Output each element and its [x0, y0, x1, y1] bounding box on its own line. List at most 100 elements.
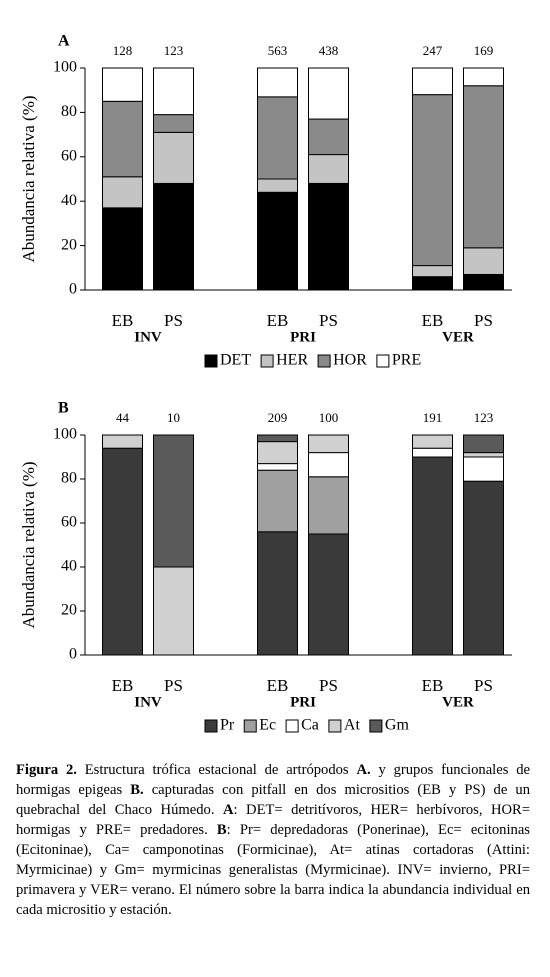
group-label: PRI — [290, 329, 316, 345]
bar-segment — [463, 247, 504, 275]
bar-segment — [463, 434, 504, 454]
x-tick-label: PS — [474, 676, 493, 695]
bar-segment — [153, 67, 194, 116]
bar-label: 123 — [474, 410, 494, 425]
bar-segment — [412, 67, 453, 96]
bar-segment — [463, 452, 504, 458]
x-tick-label: PS — [164, 676, 183, 695]
bar-label: 563 — [268, 43, 288, 58]
group-label: PRI — [290, 694, 316, 710]
bar-segment — [463, 67, 504, 87]
caption-text: capturadas con pitfall en dos micrositio… — [16, 782, 530, 818]
legend-label: Pr — [220, 717, 235, 734]
bar-segment — [463, 273, 504, 291]
legend-label: Gm — [385, 717, 410, 734]
bar-segment — [257, 463, 298, 471]
y-tick-label: 80 — [61, 103, 77, 120]
bar-segment — [308, 452, 349, 478]
legend-swatch — [285, 719, 299, 733]
bar-segment — [308, 476, 349, 535]
legend-label: PRE — [392, 352, 421, 369]
legend-label: At — [344, 717, 361, 734]
bar-segment — [153, 182, 194, 291]
caption-text: A. — [356, 762, 371, 778]
y-tick-label: 20 — [61, 236, 77, 253]
bar-segment — [257, 178, 298, 193]
y-axis-label: Abundancia relativa (%) — [19, 95, 38, 262]
x-tick-label: EB — [267, 676, 289, 695]
bar-segment — [463, 85, 504, 249]
bar-segment — [412, 276, 453, 291]
bar-segment — [153, 114, 194, 133]
y-tick-label: 20 — [61, 602, 77, 619]
group-label: VER — [442, 694, 474, 710]
bar-segment — [463, 456, 504, 482]
bar-segment — [412, 447, 453, 458]
x-tick-label: PS — [319, 311, 338, 330]
bar-segment — [153, 566, 194, 656]
legend-swatch — [369, 719, 383, 733]
y-tick-label: 0 — [69, 281, 77, 298]
bar-segment — [257, 531, 298, 656]
x-tick-label: EB — [422, 311, 444, 330]
y-tick-label: 80 — [61, 470, 77, 487]
legend-swatch — [243, 719, 257, 733]
bar-label: 44 — [116, 410, 130, 425]
bar-segment — [412, 434, 453, 449]
group-label: INV — [134, 329, 162, 345]
bar-segment — [308, 533, 349, 656]
group-label: VER — [442, 329, 474, 345]
bar-segment — [257, 434, 298, 443]
x-tick-label: EB — [112, 676, 134, 695]
panel-label: A — [58, 33, 70, 50]
y-tick-label: 40 — [61, 192, 77, 209]
bar-segment — [463, 480, 504, 656]
x-tick-label: EB — [112, 311, 134, 330]
bar-label: 209 — [268, 410, 288, 425]
x-tick-label: PS — [319, 676, 338, 695]
y-tick-label: 100 — [53, 426, 77, 443]
y-tick-label: 100 — [53, 59, 77, 76]
bar-segment — [102, 207, 143, 291]
bar-segment — [412, 265, 453, 278]
legend-swatch — [204, 719, 218, 733]
bar-segment — [102, 176, 143, 209]
legend-label: DET — [220, 352, 251, 369]
bar-label: 438 — [319, 43, 339, 58]
caption-text: y grupos funcionales de hormigas epigeas — [16, 762, 530, 798]
bar-label: 128 — [113, 43, 133, 58]
panel-label: B — [58, 400, 69, 417]
legend-label: Ec — [259, 717, 276, 734]
bar-segment — [102, 100, 143, 178]
x-tick-label: EB — [422, 676, 444, 695]
legend-label: HOR — [333, 352, 367, 369]
y-tick-label: 60 — [61, 514, 77, 531]
caption-text: B. — [130, 782, 144, 798]
y-tick-label: 40 — [61, 558, 77, 575]
bar-label: 10 — [167, 410, 180, 425]
bar-segment — [102, 434, 143, 449]
bar-segment — [257, 441, 298, 465]
x-tick-label: EB — [267, 311, 289, 330]
bar-segment — [308, 182, 349, 291]
caption-text: B — [216, 822, 227, 838]
legend-swatch — [328, 719, 342, 733]
bar-segment — [308, 154, 349, 184]
legend-swatch — [317, 354, 331, 368]
x-tick-label: PS — [474, 311, 493, 330]
bar-segment — [257, 191, 298, 291]
bar-segment — [257, 67, 298, 98]
caption: Figura 2. Estructura trófica estacional … — [16, 760, 530, 920]
bar-segment — [412, 94, 453, 267]
legend-label: Ca — [301, 717, 319, 734]
y-tick-label: 60 — [61, 147, 77, 164]
caption-text: A — [222, 802, 234, 818]
bar-segment — [308, 118, 349, 156]
caption-text: Figura 2. — [16, 762, 77, 778]
x-tick-label: PS — [164, 311, 183, 330]
bar-label: 169 — [474, 43, 494, 58]
bar-segment — [257, 96, 298, 180]
bar-label: 123 — [164, 43, 184, 58]
